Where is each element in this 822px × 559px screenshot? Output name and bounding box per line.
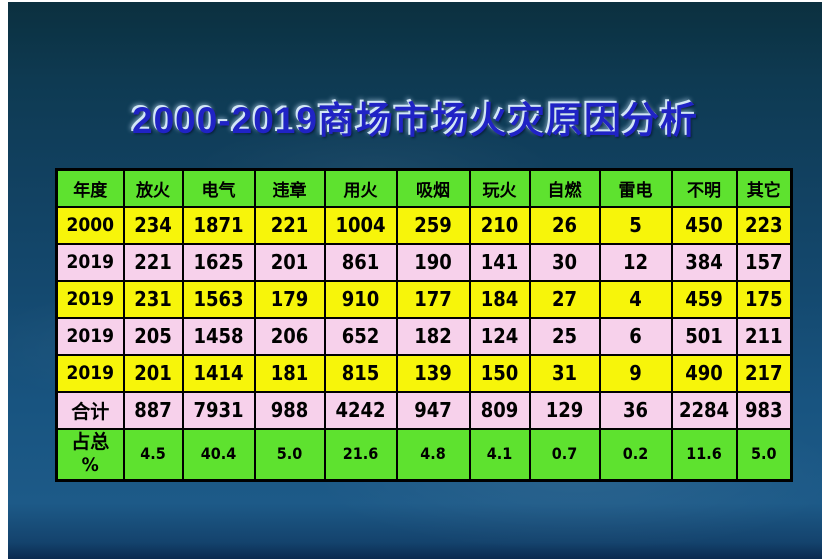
table-cell: 652 <box>323 316 398 356</box>
table-cell: 1625 <box>181 242 256 282</box>
table-cell: 231 <box>122 279 184 319</box>
row-label: 2019 <box>55 242 125 282</box>
table-cell: 5 <box>598 205 673 245</box>
table-cell: 450 <box>670 205 738 245</box>
table-cell: 31 <box>528 353 601 393</box>
table-cell: 175 <box>735 279 793 319</box>
table-cell: 179 <box>253 279 326 319</box>
table-cell: 983 <box>735 390 793 430</box>
table-cell: 809 <box>468 390 531 430</box>
column-header-8: 雷电 <box>598 168 673 208</box>
table-cell: 181 <box>253 353 326 393</box>
row-label: 2019 <box>55 353 125 393</box>
row-label: 2019 <box>55 316 125 356</box>
table-cell: 6 <box>598 316 673 356</box>
table-cell: 221 <box>253 205 326 245</box>
row-label: 2019 <box>55 279 125 319</box>
table-cell: 459 <box>670 279 738 319</box>
column-header-4: 用火 <box>323 168 398 208</box>
table-cell: 26 <box>528 205 601 245</box>
table-cell: 5.0 <box>735 427 793 482</box>
table-cell: 40.4 <box>181 427 256 482</box>
table-cell: 1563 <box>181 279 256 319</box>
table-cell: 201 <box>122 353 184 393</box>
table-cell: 129 <box>528 390 601 430</box>
slide-title: 2000-2019商场市场火灾原因分析 <box>132 100 698 141</box>
table-cell: 947 <box>395 390 471 430</box>
table-cell: 9 <box>598 353 673 393</box>
table-cell: 490 <box>670 353 738 393</box>
table-cell: 206 <box>253 316 326 356</box>
column-header-3: 违章 <box>253 168 326 208</box>
row-label: 2000 <box>55 205 125 245</box>
table-cell: 150 <box>468 353 531 393</box>
column-header-6: 玩火 <box>468 168 531 208</box>
table-cell: 0.2 <box>598 427 673 482</box>
table-cell: 815 <box>323 353 398 393</box>
table-cell: 1458 <box>181 316 256 356</box>
table-header-row: 年度 放火 电气 违章 用火 吸烟 玩火 自燃 雷电 不明 其它 <box>55 168 793 208</box>
table-cell: 4.5 <box>122 427 184 482</box>
table-cell: 4.8 <box>395 427 471 482</box>
table-cell: 177 <box>395 279 471 319</box>
table-cell: 259 <box>395 205 471 245</box>
table-cell: 887 <box>122 390 184 430</box>
table-cell: 30 <box>528 242 601 282</box>
table-cell: 861 <box>323 242 398 282</box>
table-cell: 124 <box>468 316 531 356</box>
table-cell: 988 <box>253 390 326 430</box>
table-cell: 205 <box>122 316 184 356</box>
row-label: 合计 <box>55 390 125 430</box>
table-row-4: 2019 201 1414 181 815 139 150 31 9 490 217 <box>55 353 793 393</box>
table-cell: 4 <box>598 279 673 319</box>
column-header-2: 电气 <box>181 168 256 208</box>
table-cell: 0.7 <box>528 427 601 482</box>
column-header-9: 不明 <box>670 168 738 208</box>
column-header-0: 年度 <box>55 168 125 208</box>
table-cell: 36 <box>598 390 673 430</box>
table-cell: 141 <box>468 242 531 282</box>
table-row-6: 占总 % 4.5 40.4 5.0 21.6 4.8 4.1 0.7 0.2 11.6 5.0 <box>55 427 793 482</box>
table-cell: 1871 <box>181 205 256 245</box>
table-cell: 184 <box>468 279 531 319</box>
table-row-3: 2019 205 1458 206 652 182 124 25 6 501 211 <box>55 316 793 356</box>
table-cell: 157 <box>735 242 793 282</box>
table-cell: 7931 <box>181 390 256 430</box>
table-cell: 221 <box>122 242 184 282</box>
table-cell: 11.6 <box>670 427 738 482</box>
fire-cause-table: 年度 放火 电气 违章 用火 吸烟 玩火 自燃 雷电 不明 其它 2000 234 1871 221 100… <box>55 168 793 482</box>
table-row-1: 2019 221 1625 201 861 190 141 30 12 384 157 <box>55 242 793 282</box>
column-header-1: 放火 <box>122 168 184 208</box>
table-cell: 384 <box>670 242 738 282</box>
table-cell: 1004 <box>323 205 398 245</box>
table-row-0: 2000 234 1871 221 1004 259 210 26 5 450 223 <box>55 205 793 245</box>
column-header-7: 自燃 <box>528 168 601 208</box>
row-label: 占总 % <box>55 427 125 482</box>
table-cell: 201 <box>253 242 326 282</box>
table-cell: 139 <box>395 353 471 393</box>
slide-background: 2000-2019商场市场火灾原因分析 年度 放火 电气 违章 用火 吸烟 玩火 自燃 雷电 不明… <box>8 2 822 559</box>
table-cell: 5.0 <box>253 427 326 482</box>
table-cell: 223 <box>735 205 793 245</box>
column-header-5: 吸烟 <box>395 168 471 208</box>
column-header-10: 其它 <box>735 168 793 208</box>
table-cell: 210 <box>468 205 531 245</box>
table-cell: 27 <box>528 279 601 319</box>
table-cell: 12 <box>598 242 673 282</box>
table-cell: 21.6 <box>323 427 398 482</box>
table-cell: 190 <box>395 242 471 282</box>
table-cell: 1414 <box>181 353 256 393</box>
table-cell: 217 <box>735 353 793 393</box>
table-row-2: 2019 231 1563 179 910 177 184 27 4 459 175 <box>55 279 793 319</box>
table-cell: 234 <box>122 205 184 245</box>
table-cell: 910 <box>323 279 398 319</box>
table-cell: 4242 <box>323 390 398 430</box>
table-cell: 25 <box>528 316 601 356</box>
table-cell: 211 <box>735 316 793 356</box>
table-cell: 2284 <box>670 390 738 430</box>
table-cell: 182 <box>395 316 471 356</box>
table-cell: 501 <box>670 316 738 356</box>
table-row-5: 合计 887 7931 988 4242 947 809 129 36 2284 983 <box>55 390 793 430</box>
table-cell: 4.1 <box>468 427 531 482</box>
